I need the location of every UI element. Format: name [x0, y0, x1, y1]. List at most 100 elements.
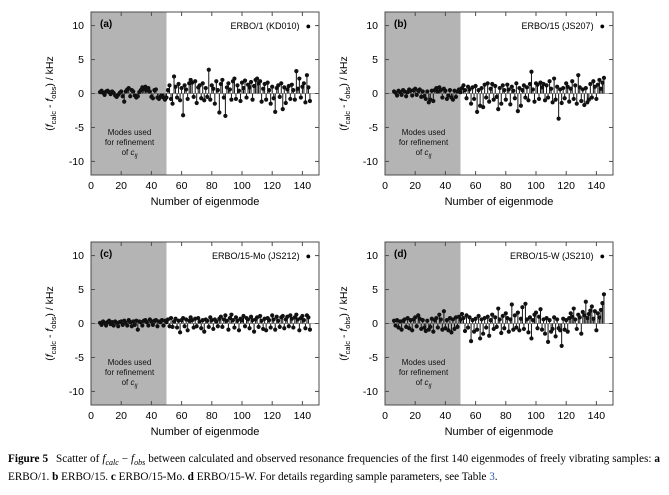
y-tick-label: -5: [75, 122, 84, 134]
data-point: [500, 83, 505, 88]
data-point: [491, 326, 496, 332]
data-point: [506, 87, 511, 92]
data-point: [289, 82, 294, 87]
y-axis-title: (fcalc - fobs) / kHz: [338, 286, 352, 360]
data-point: [239, 80, 245, 85]
data-point: [592, 84, 597, 89]
data-point: [294, 68, 299, 74]
panel-c: 0 20 40 60 80 100 120 140 -10 -5 0 5 10 (fcalc - fobs…: [1, 230, 335, 460]
data-point: [503, 97, 508, 102]
data-point: [202, 329, 207, 334]
data-point: [209, 83, 214, 88]
data-point: [297, 328, 302, 333]
y-tick-label: 10: [366, 250, 378, 262]
data-point: [544, 315, 549, 321]
data-point: [517, 85, 522, 91]
cij-symbol: c: [424, 378, 429, 387]
data-point: [475, 109, 480, 114]
data-point: [170, 101, 175, 106]
data-point: [502, 88, 507, 93]
data-point: [490, 81, 495, 87]
data-point: [194, 100, 199, 106]
refinement-note-line1: Modes used: [401, 358, 446, 367]
axis-ticks: [90, 242, 319, 405]
data-point: [171, 74, 177, 79]
data-point: [493, 315, 498, 320]
data-point: [194, 324, 199, 329]
data-point: [174, 95, 180, 100]
data-point: [592, 309, 597, 314]
data-point: [478, 336, 483, 341]
data-point: [552, 76, 557, 81]
data-point: [529, 336, 534, 341]
data-point: [301, 81, 307, 86]
note-text: of: [121, 148, 131, 157]
data-point: [301, 318, 307, 323]
x-tick-label: 40: [440, 180, 452, 192]
data-point: [556, 116, 561, 121]
caption-segment: ERBO/15-W. For details regarding sample …: [193, 471, 490, 484]
panel-a-legend: ERBO/1 (KD010) ●: [231, 21, 311, 31]
x-tick-label: 60: [176, 410, 188, 422]
y-tick-label: -5: [369, 352, 378, 364]
data-point: [256, 324, 261, 329]
y-tick-label: 10: [366, 20, 378, 32]
data-point: [232, 325, 237, 330]
data-point: [229, 312, 234, 317]
data-point: [200, 81, 205, 86]
caption-segment: ERBO/15-Mo.: [115, 471, 188, 484]
data-point: [292, 97, 297, 102]
axis-ticks: [384, 242, 613, 405]
data-point: [111, 323, 116, 328]
data-stems: [391, 292, 607, 349]
data-point: [538, 307, 543, 312]
data-point: [184, 87, 189, 92]
data-point: [264, 328, 269, 333]
data-point: [573, 317, 578, 322]
table-3-link[interactable]: 3: [489, 471, 495, 484]
data-point: [413, 86, 418, 91]
data-point: [573, 83, 578, 88]
data-point: [276, 318, 281, 323]
data-point: [567, 99, 572, 104]
data-point: [487, 333, 492, 338]
legend-point-icon: ●: [305, 251, 311, 261]
data-point: [203, 85, 208, 91]
caption-segment: between calculated and observed resonanc…: [145, 453, 655, 465]
cij-subscript: ij: [428, 152, 432, 160]
data-point: [248, 79, 254, 85]
data-point: [435, 325, 440, 330]
data-point: [407, 326, 412, 331]
data-point: [425, 318, 430, 323]
caption-segment: f: [131, 453, 135, 465]
cij-subscript: ij: [134, 152, 138, 160]
data-point: [571, 306, 576, 311]
y-tick-label: -10: [69, 386, 84, 398]
data-point: [276, 83, 281, 88]
data-point: [223, 313, 228, 318]
x-tick-label: 40: [146, 180, 158, 192]
data-point: [542, 331, 548, 336]
x-tick-label: 100: [527, 410, 545, 422]
note-text: of: [121, 378, 131, 387]
x-axis-title: Number of eigenmode: [444, 426, 554, 438]
data-point: [570, 79, 575, 84]
data-point: [499, 101, 504, 106]
data-point: [514, 81, 519, 86]
data-point: [452, 326, 457, 332]
data-point: [446, 93, 451, 98]
legend-label: ERBO/1 (KD010): [230, 21, 300, 31]
data-point: [431, 98, 436, 104]
data-point: [258, 79, 263, 84]
data-point: [496, 107, 501, 112]
data-point: [227, 87, 233, 92]
data-point: [520, 305, 525, 310]
data-point: [487, 99, 492, 104]
caption-segment: a: [654, 453, 660, 465]
data-point: [306, 315, 311, 320]
data-point: [464, 96, 469, 101]
legend-label: ERBO/15 (JS207): [521, 21, 594, 31]
figure-caption: Figure 5 Scatter of fcalc − fobs between…: [8, 452, 660, 484]
data-point: [553, 97, 558, 102]
data-point: [547, 79, 552, 84]
